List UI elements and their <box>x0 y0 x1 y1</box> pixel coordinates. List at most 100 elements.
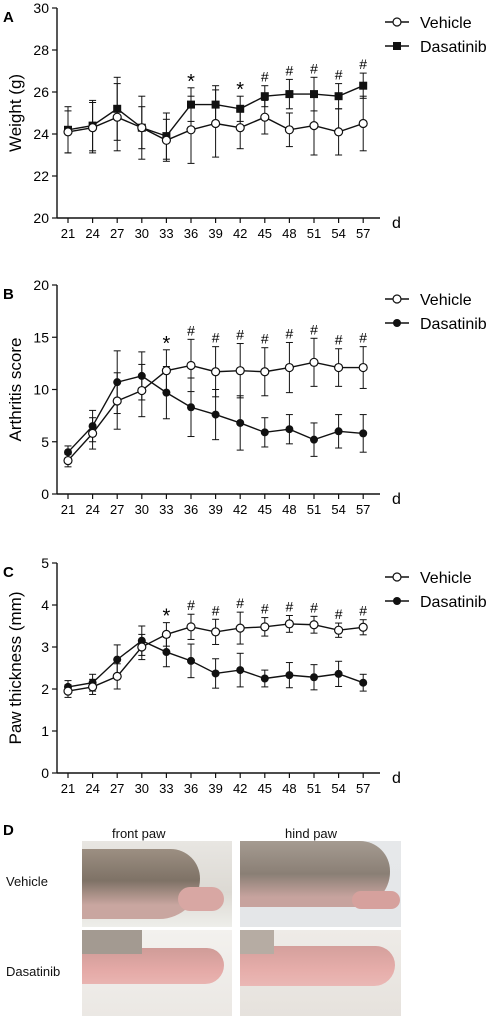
panel-letter: A <box>3 9 14 26</box>
photo-dasatinib-front-paw <box>82 930 232 1016</box>
significance-hash: # <box>335 332 343 348</box>
data-point <box>137 385 147 396</box>
significance-hash: # <box>261 601 269 617</box>
y-tick-label: 0 <box>41 765 49 781</box>
significance-hash: # <box>212 330 220 346</box>
x-tick-label: 39 <box>208 226 222 241</box>
legend-entry-vehicle: Vehicle <box>385 292 472 309</box>
significance-hash: # <box>359 603 367 619</box>
data-point <box>334 669 343 678</box>
data-point <box>284 125 294 135</box>
legend-label: Dasatinib <box>420 39 487 56</box>
x-tick-label: 54 <box>331 781 345 796</box>
chart-panel-a: A 20 22 24 26 28 30 21 24 27 30 33 36 39 42 45 48 51 54 57 d… <box>3 0 487 241</box>
legend-entry-dasatinib: Dasatinib <box>385 39 487 56</box>
x-tick-label: 57 <box>356 226 370 241</box>
data-point <box>137 123 147 133</box>
x-tick-label: 27 <box>110 781 124 796</box>
x-tick-label: 30 <box>135 502 149 517</box>
paw-toes <box>178 887 224 911</box>
significance-hash: # <box>286 599 294 615</box>
significance-hash: # <box>187 322 195 338</box>
data-point <box>309 620 319 630</box>
x-tick-label: 39 <box>208 781 222 796</box>
series-vehicle <box>63 337 368 468</box>
x-tick-label: 48 <box>282 781 296 796</box>
x-tick-label: 21 <box>61 502 75 517</box>
data-point <box>310 673 318 682</box>
y-tick-label: 24 <box>33 126 49 142</box>
y-tick-label: 30 <box>33 0 49 16</box>
data-point <box>112 112 122 122</box>
x-axis-label: d <box>392 770 401 787</box>
x-tick-label: 27 <box>110 226 124 241</box>
data-point <box>358 362 368 373</box>
x-tick-label: 24 <box>85 502 99 517</box>
y-axis-label: Paw thickness (mm) <box>6 591 25 744</box>
x-tick-label: 39 <box>208 502 222 517</box>
y-tick-label: 4 <box>41 597 49 613</box>
x-tick-label: 48 <box>282 502 296 517</box>
legend-entry-dasatinib: Dasatinib <box>385 316 487 333</box>
data-point <box>112 671 122 682</box>
significance-star: * <box>163 333 171 355</box>
data-point <box>63 686 73 696</box>
panel-letter: B <box>3 286 14 303</box>
significance-hash: # <box>261 69 269 85</box>
data-point <box>211 669 220 678</box>
x-tick-label: 30 <box>135 226 149 241</box>
significance-hash: # <box>236 595 244 611</box>
data-point <box>260 367 270 377</box>
x-tick-label: 51 <box>307 781 321 796</box>
x-tick-label: 45 <box>258 781 272 796</box>
significance-hash: # <box>359 56 367 72</box>
x-axis-label: d <box>392 215 401 232</box>
photo-dasatinib-hind-paw <box>240 930 401 1016</box>
data-point <box>161 629 171 640</box>
data-point <box>284 362 294 373</box>
legend-label: Vehicle <box>420 570 472 587</box>
data-point <box>260 674 269 683</box>
paw-fur <box>240 930 274 954</box>
significance-hash: # <box>286 325 294 341</box>
data-point <box>186 360 196 371</box>
data-point <box>87 682 98 692</box>
legend-label: Dasatinib <box>420 594 487 611</box>
significance-hash: # <box>310 599 318 615</box>
y-tick-label: 26 <box>33 84 49 100</box>
data-point <box>87 123 98 133</box>
data-point <box>235 123 245 133</box>
x-tick-label: 36 <box>184 502 198 517</box>
y-tick-label: 3 <box>41 639 49 655</box>
data-point <box>309 120 319 131</box>
data-point <box>334 362 344 373</box>
legend-marker <box>392 572 402 582</box>
data-point <box>235 366 245 376</box>
data-point <box>161 366 171 376</box>
data-point <box>235 623 245 633</box>
series-vehicle <box>63 83 368 164</box>
x-tick-label: 36 <box>184 781 198 796</box>
data-point <box>186 622 196 632</box>
x-tick-label: 21 <box>61 781 75 796</box>
y-tick-label: 20 <box>33 277 49 293</box>
data-point <box>63 127 73 137</box>
x-tick-label: 51 <box>307 502 321 517</box>
data-point <box>334 427 343 436</box>
y-tick-label: 15 <box>33 329 49 345</box>
data-point <box>359 429 368 438</box>
x-tick-label: 24 <box>85 781 99 796</box>
legend-marker <box>393 319 401 327</box>
data-point <box>285 671 294 680</box>
significance-hash: # <box>212 602 220 618</box>
legend-marker <box>393 42 401 50</box>
legend-marker <box>393 597 401 605</box>
significance-hash: # <box>335 67 343 83</box>
panel-letter: C <box>3 564 14 581</box>
significance-hash: # <box>187 597 195 613</box>
data-point <box>161 135 171 145</box>
data-point <box>260 428 269 437</box>
data-point <box>260 92 269 101</box>
paw-shape <box>82 849 200 919</box>
